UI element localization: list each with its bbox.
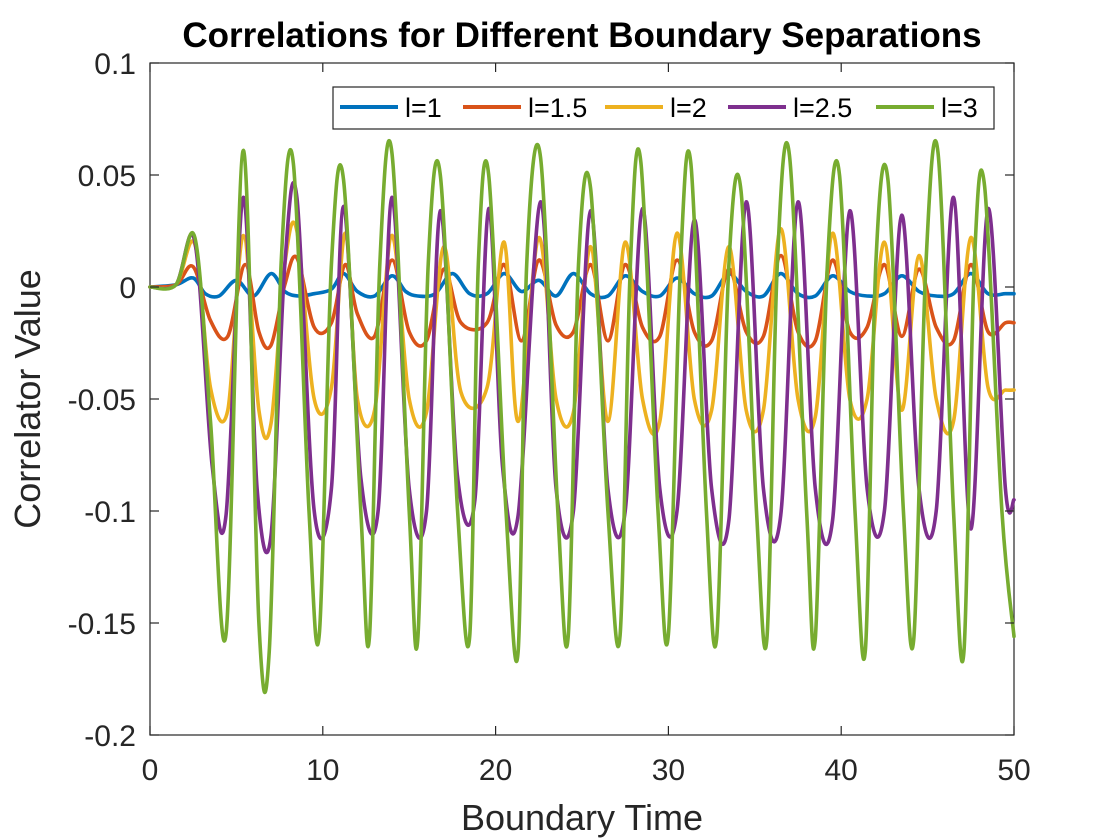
- legend-label-l3: l=3: [941, 93, 978, 123]
- chart-title: Correlations for Different Boundary Sepa…: [182, 16, 981, 55]
- legend: l=1 l=1.5 l=2 l=2.5 l=3: [332, 86, 995, 130]
- legend-label-l2: l=2: [670, 93, 707, 123]
- x-tick-label: 20: [479, 754, 512, 787]
- x-tick-label: 40: [825, 754, 858, 787]
- x-tick-label: 30: [652, 754, 685, 787]
- series-line-l=1: [148, 271, 1016, 300]
- y-tick-label: 0.05: [78, 160, 136, 193]
- y-tick-label: -0.2: [84, 720, 136, 753]
- series-line-l=3: [148, 138, 1016, 695]
- x-tick-label: 0: [142, 754, 159, 787]
- y-tick-label: 0: [119, 272, 136, 305]
- series-line-l=2.5: [148, 180, 1016, 555]
- y-axis: 0.1 0.05 0 -0.05 -0.1 -0.15 -0.2: [68, 48, 1014, 753]
- x-tick-label: 50: [997, 754, 1030, 787]
- y-tick-label: -0.05: [68, 384, 136, 417]
- x-axis-label: Boundary Time: [461, 797, 703, 838]
- x-axis: 0 10 20 30 40 50: [142, 63, 1031, 787]
- series-layer: [148, 138, 1016, 695]
- y-tick-label: 0.1: [94, 48, 136, 81]
- x-tick-label: 10: [306, 754, 339, 787]
- y-axis-label: Correlator Value: [7, 269, 48, 528]
- legend-label-l2.5: l=2.5: [793, 93, 852, 123]
- legend-label-l1.5: l=1.5: [528, 93, 587, 123]
- y-tick-label: -0.1: [84, 496, 136, 529]
- legend-label-l1: l=1: [405, 93, 442, 123]
- y-tick-label: -0.15: [68, 608, 136, 641]
